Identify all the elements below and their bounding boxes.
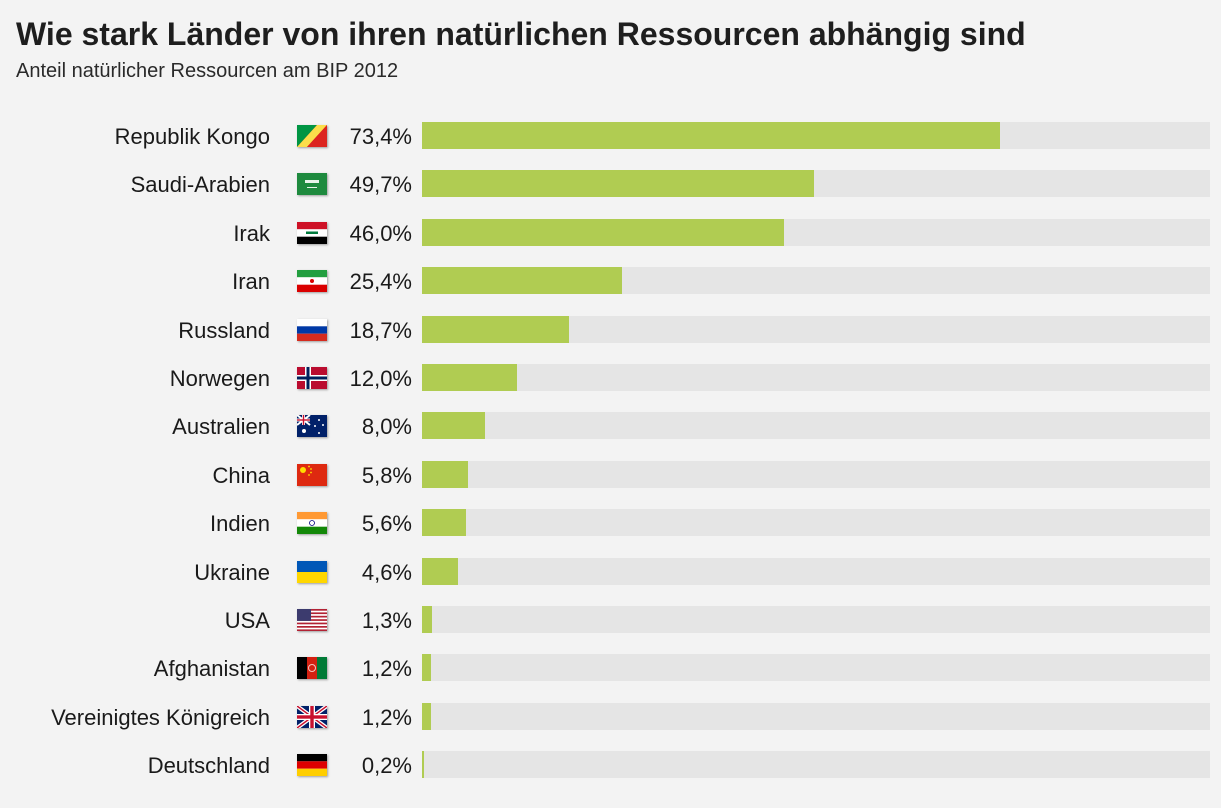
china-flag-icon xyxy=(297,463,327,486)
bar-track xyxy=(422,218,1210,246)
bar-track xyxy=(422,702,1210,730)
value-label: 5,6% xyxy=(361,511,412,537)
value-label: 49,7% xyxy=(349,172,412,198)
bar xyxy=(422,751,424,779)
bar-row: Australien 8,0% xyxy=(0,412,1221,442)
value-label: 12,0% xyxy=(349,366,412,391)
bar-row: Russland 18,7% xyxy=(0,315,1221,346)
bar-track xyxy=(422,122,1210,149)
bar xyxy=(422,267,623,295)
category-label: Saudi-Arabien xyxy=(130,172,270,198)
bar-track xyxy=(422,654,1210,682)
bar-row: Indien 5,6% xyxy=(0,509,1221,539)
bar-row: Deutschland 0,2% xyxy=(0,751,1221,781)
value-label: 1,2% xyxy=(361,656,412,682)
category-label: Vereinigtes Königreich xyxy=(51,704,270,730)
bar-row: Saudi-Arabien 49,7% xyxy=(0,170,1221,200)
bar-track xyxy=(422,606,1210,633)
bar-row: Norwegen 12,0% xyxy=(0,364,1221,394)
value-label: 46,0% xyxy=(349,220,412,246)
category-label: China xyxy=(212,462,270,488)
bar-track xyxy=(422,170,1210,198)
chart-title: Wie stark Länder von ihren natürlichen R… xyxy=(16,16,1026,52)
bar-track xyxy=(422,509,1210,537)
bar-row: Irak 46,0% xyxy=(0,218,1221,249)
norway-flag-icon xyxy=(297,367,327,389)
australia-flag-icon xyxy=(297,415,327,438)
category-label: Afghanistan xyxy=(153,656,270,682)
bar-track xyxy=(422,412,1210,440)
bar xyxy=(422,315,570,343)
bar xyxy=(422,218,785,246)
afghanistan-flag-icon xyxy=(297,657,327,680)
bar xyxy=(422,364,517,391)
iraq-flag-icon xyxy=(297,221,327,244)
value-label: 8,0% xyxy=(361,414,412,440)
category-label: Deutschland xyxy=(147,753,270,779)
bar-row: Afghanistan 1,2% xyxy=(0,654,1221,684)
value-label: 25,4% xyxy=(349,269,412,295)
category-label: Australien xyxy=(172,414,270,440)
russia-flag-icon xyxy=(297,318,327,341)
value-label: 1,2% xyxy=(361,704,412,730)
iran-flag-icon xyxy=(297,270,327,293)
category-label: USA xyxy=(224,608,270,633)
bar xyxy=(422,606,433,633)
category-label: Ukraine xyxy=(194,559,270,585)
chart-subtitle: Anteil natürlicher Ressourcen am BIP 201… xyxy=(16,60,399,82)
bar xyxy=(422,509,467,537)
category-label: Indien xyxy=(210,511,270,537)
value-label: 1,3% xyxy=(361,608,412,633)
bar xyxy=(422,412,486,440)
bar-track xyxy=(422,460,1210,488)
germany-flag-icon xyxy=(297,754,327,777)
bar-track xyxy=(422,364,1210,391)
category-label: Irak xyxy=(233,220,270,246)
value-label: 73,4% xyxy=(349,124,412,149)
category-label: Norwegen xyxy=(169,366,270,391)
bar-track xyxy=(422,315,1210,343)
congo-flag-icon xyxy=(297,125,327,147)
bar-row: Ukraine 4,6% xyxy=(0,557,1221,588)
bar xyxy=(422,460,468,488)
bar xyxy=(422,122,1001,149)
usa-flag-icon xyxy=(297,609,327,631)
bar-row: Republik Kongo 73,4% xyxy=(0,122,1221,152)
value-label: 18,7% xyxy=(349,317,412,343)
bar-row: USA 1,3% xyxy=(0,606,1221,636)
bar-track xyxy=(422,267,1210,295)
value-label: 0,2% xyxy=(361,753,412,779)
value-label: 5,8% xyxy=(361,462,412,488)
bar-row: Iran 25,4% xyxy=(0,267,1221,297)
bar xyxy=(422,170,814,198)
bar-track xyxy=(422,751,1210,779)
bar xyxy=(422,702,432,730)
bar xyxy=(422,654,432,682)
bar-track xyxy=(422,557,1210,585)
bar-row: Vereinigtes Königreich 1,2% xyxy=(0,702,1221,733)
saudi-arabia-flag-icon xyxy=(297,173,327,196)
india-flag-icon xyxy=(297,512,327,535)
bar xyxy=(422,557,459,585)
value-label: 4,6% xyxy=(361,559,412,585)
bar-row: China 5,8% xyxy=(0,460,1221,491)
uk-flag-icon xyxy=(297,705,327,728)
category-label: Russland xyxy=(178,317,270,343)
category-label: Republik Kongo xyxy=(114,124,270,149)
ukraine-flag-icon xyxy=(297,560,327,583)
category-label: Iran xyxy=(232,269,270,295)
